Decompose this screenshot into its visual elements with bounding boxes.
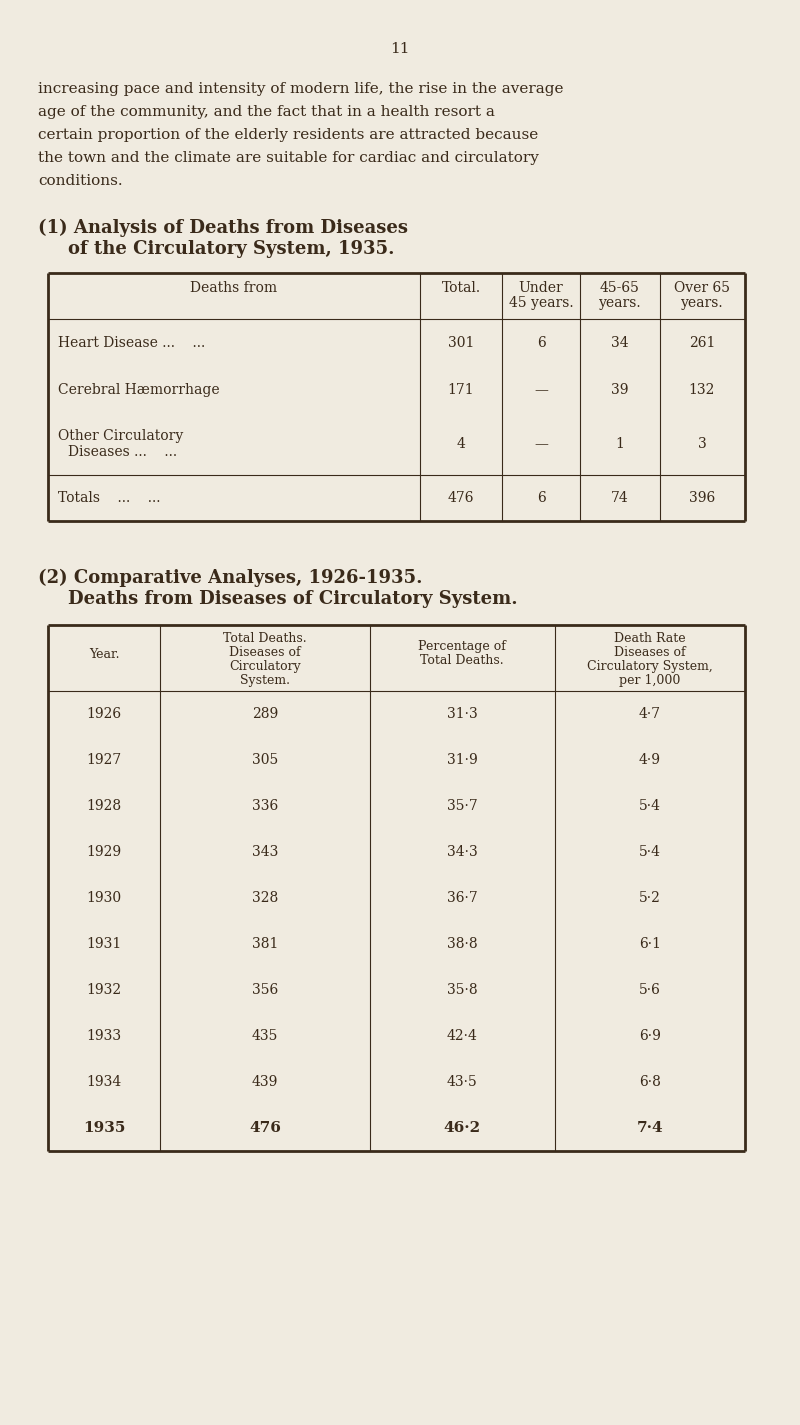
Text: 4·7: 4·7	[639, 707, 661, 721]
Text: Cerebral Hæmorrhage: Cerebral Hæmorrhage	[58, 383, 220, 398]
Text: 1: 1	[615, 437, 625, 450]
Text: Diseases of: Diseases of	[614, 646, 686, 658]
Text: Heart Disease ...    ...: Heart Disease ... ...	[58, 336, 206, 351]
Text: 34·3: 34·3	[446, 845, 478, 859]
Text: 301: 301	[448, 336, 474, 351]
Text: 31·3: 31·3	[446, 707, 478, 721]
Text: Deaths from: Deaths from	[190, 281, 278, 295]
Text: Deaths from Diseases of Circulatory System.: Deaths from Diseases of Circulatory Syst…	[68, 590, 518, 608]
Text: 1933: 1933	[86, 1029, 122, 1043]
Text: Circulatory: Circulatory	[229, 660, 301, 673]
Text: 39: 39	[611, 383, 629, 398]
Text: Total Deaths.: Total Deaths.	[223, 633, 307, 646]
Text: 476: 476	[249, 1121, 281, 1134]
Text: 5·6: 5·6	[639, 983, 661, 997]
Text: (1) Analysis of Deaths from Diseases: (1) Analysis of Deaths from Diseases	[38, 219, 408, 237]
Text: 1931: 1931	[86, 938, 122, 950]
Text: Over 65: Over 65	[674, 281, 730, 295]
Text: years.: years.	[681, 296, 723, 311]
Text: per 1,000: per 1,000	[619, 674, 681, 687]
Text: 6: 6	[537, 336, 546, 351]
Text: 38·8: 38·8	[446, 938, 478, 950]
Text: —: —	[534, 437, 548, 450]
Text: 435: 435	[252, 1029, 278, 1043]
Text: 31·9: 31·9	[446, 752, 478, 767]
Text: 42·4: 42·4	[446, 1029, 478, 1043]
Text: 45-65: 45-65	[600, 281, 640, 295]
Text: 74: 74	[611, 492, 629, 504]
Text: 11: 11	[390, 41, 410, 56]
Text: 132: 132	[689, 383, 715, 398]
Text: 343: 343	[252, 845, 278, 859]
Text: 261: 261	[689, 336, 715, 351]
Text: 6·1: 6·1	[639, 938, 661, 950]
Text: 171: 171	[448, 383, 474, 398]
Text: conditions.: conditions.	[38, 174, 122, 188]
Text: 3: 3	[698, 437, 706, 450]
Text: 43·5: 43·5	[446, 1074, 478, 1089]
Text: increasing pace and intensity of modern life, the rise in the average: increasing pace and intensity of modern …	[38, 83, 563, 95]
Text: 381: 381	[252, 938, 278, 950]
Text: Diseases of: Diseases of	[229, 646, 301, 658]
Text: 439: 439	[252, 1074, 278, 1089]
Text: 6·9: 6·9	[639, 1029, 661, 1043]
Text: (2) Comparative Analyses, 1926-1935.: (2) Comparative Analyses, 1926-1935.	[38, 569, 422, 587]
Text: Percentage of: Percentage of	[418, 640, 506, 653]
Text: 1926: 1926	[86, 707, 122, 721]
Text: 1934: 1934	[86, 1074, 122, 1089]
Text: Totals    ...    ...: Totals ... ...	[58, 492, 161, 504]
Text: 6·8: 6·8	[639, 1074, 661, 1089]
Text: 1932: 1932	[86, 983, 122, 997]
Text: 35·7: 35·7	[446, 799, 478, 814]
Text: 1928: 1928	[86, 799, 122, 814]
Text: 45 years.: 45 years.	[509, 296, 574, 311]
Text: Other Circulatory: Other Circulatory	[58, 429, 183, 443]
Text: years.: years.	[598, 296, 642, 311]
Text: Year.: Year.	[89, 648, 119, 661]
Text: 36·7: 36·7	[446, 891, 478, 905]
Text: 476: 476	[448, 492, 474, 504]
Text: Circulatory System,: Circulatory System,	[587, 660, 713, 673]
Text: 356: 356	[252, 983, 278, 997]
Text: 1927: 1927	[86, 752, 122, 767]
Text: 7·4: 7·4	[637, 1121, 663, 1134]
Text: Total.: Total.	[442, 281, 481, 295]
Text: 35·8: 35·8	[446, 983, 478, 997]
Text: 396: 396	[689, 492, 715, 504]
Text: certain proportion of the elderly residents are attracted because: certain proportion of the elderly reside…	[38, 128, 538, 142]
Text: Total Deaths.: Total Deaths.	[420, 654, 504, 667]
Text: 336: 336	[252, 799, 278, 814]
Text: —: —	[534, 383, 548, 398]
Text: 1929: 1929	[86, 845, 122, 859]
Text: 5·2: 5·2	[639, 891, 661, 905]
Text: Under: Under	[518, 281, 563, 295]
Text: 305: 305	[252, 752, 278, 767]
Text: Diseases ...    ...: Diseases ... ...	[68, 445, 177, 459]
Text: 46·2: 46·2	[443, 1121, 481, 1134]
Text: 4: 4	[457, 437, 466, 450]
Text: 328: 328	[252, 891, 278, 905]
Text: System.: System.	[240, 674, 290, 687]
Text: the town and the climate are suitable for cardiac and circulatory: the town and the climate are suitable fo…	[38, 151, 539, 165]
Text: 6: 6	[537, 492, 546, 504]
Text: 4·9: 4·9	[639, 752, 661, 767]
Text: 34: 34	[611, 336, 629, 351]
Text: age of the community, and the fact that in a health resort a: age of the community, and the fact that …	[38, 105, 495, 120]
Text: Death Rate: Death Rate	[614, 633, 686, 646]
Text: 289: 289	[252, 707, 278, 721]
Text: 1935: 1935	[83, 1121, 125, 1134]
Text: 5·4: 5·4	[639, 845, 661, 859]
Text: of the Circulatory System, 1935.: of the Circulatory System, 1935.	[68, 239, 394, 258]
Text: 1930: 1930	[86, 891, 122, 905]
Text: 5·4: 5·4	[639, 799, 661, 814]
